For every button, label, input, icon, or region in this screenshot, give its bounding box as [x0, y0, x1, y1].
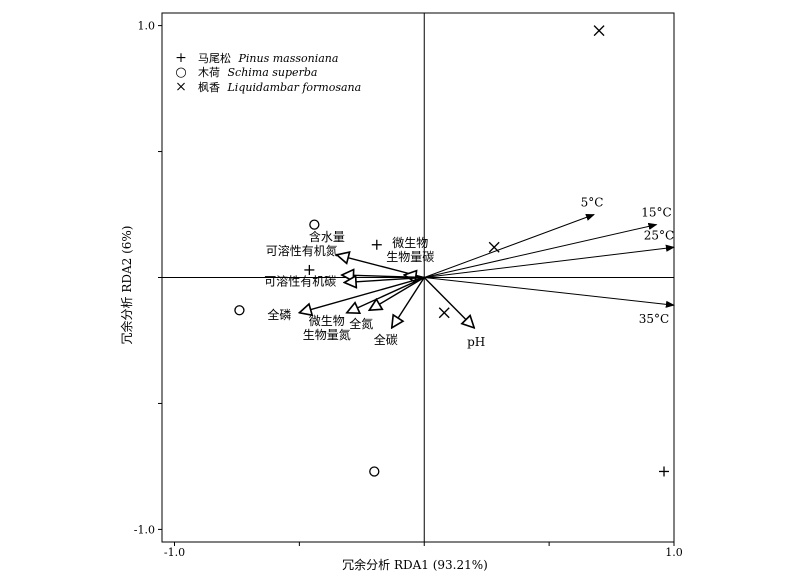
point-liquidambar-formosana [593, 25, 605, 37]
env-arrow [424, 277, 675, 308]
variable-arrow [344, 278, 425, 283]
env-arrow [424, 222, 658, 278]
axes-layer: -1.0 1.0 1.0 -1.0 [134, 13, 683, 559]
point-pinus-massoniana [371, 239, 382, 250]
point-liquidambar-formosana [438, 307, 450, 319]
svg-text:枫香 Liquidambar formosa: 枫香 Liquidambar formosana [198, 80, 361, 94]
variable-arrow-label: 全磷 [267, 307, 291, 322]
x-tick-label: 1.0 [665, 546, 683, 559]
legend-marker-cross-icon: × [175, 79, 187, 95]
legend-label-cn: 枫香 [198, 80, 220, 94]
legend-item-pinus: + 马尾松 Pinus massoniana [175, 50, 338, 66]
variable-arrow [347, 276, 425, 313]
legend-label-cn: 木荷 [198, 66, 220, 79]
legend: + 马尾松 Pinus massoniana ○ 木荷 Schima super… [175, 50, 361, 95]
env-arrow [424, 213, 595, 278]
y-tick-label: -1.0 [134, 523, 155, 536]
variable-arrow-label: pH [467, 335, 485, 349]
legend-item-liquidambar: × 枫香 Liquidambar formosana [175, 79, 361, 95]
variable-arrow-label: 全碳 [374, 332, 398, 347]
variable-arrow-label: 微生物生物量碳 [386, 236, 434, 264]
point-schima-superba [309, 219, 320, 230]
env-arrow-label: 15°C [641, 206, 671, 220]
point-liquidambar-formosana [488, 241, 500, 253]
variable-arrow-label: 含水量 [309, 229, 345, 244]
x-tick-label: -1.0 [164, 546, 185, 559]
variable-arrow-label: 全氮 [349, 316, 373, 331]
svg-text:木荷 Schima superba: 木荷 Schima superba [198, 66, 317, 79]
point-pinus-massoniana [659, 466, 670, 477]
env-arrow-label: 25°C [644, 228, 674, 242]
variable-arrow-label: 可溶性有机氮 [266, 243, 338, 258]
legend-item-schima: ○ 木荷 Schima superba [175, 65, 317, 80]
point-schima-superba [234, 305, 245, 316]
env-arrow-label: 35°C [639, 312, 669, 326]
arrow-layer [299, 213, 675, 328]
variable-arrow [299, 276, 425, 313]
y-tick-label: 1.0 [138, 20, 156, 33]
legend-marker-circle-icon: ○ [175, 65, 186, 80]
legend-label-latin: Pinus massoniana [238, 52, 339, 65]
label-layer: 5°C 15°C 25°C 35°C 含水量 微生物生物量碳 可溶性有机氮可溶性有机碳全磷微… [264, 196, 674, 349]
point-pinus-massoniana [304, 264, 315, 275]
x-axis-title: 冗余分析 RDA1 (93.21%) [342, 557, 488, 572]
variable-arrow-label: 可溶性有机碳 [264, 274, 336, 289]
point-schima-superba [369, 466, 380, 477]
svg-text:马尾松 Pinus massoniana: 马尾松 Pinus massoniana [198, 51, 338, 65]
legend-label-latin: Liquidambar formosana [227, 81, 362, 94]
variable-arrow [392, 277, 425, 328]
variable-arrow [369, 276, 425, 311]
env-arrow [424, 244, 675, 278]
legend-marker-plus-icon: + [175, 50, 187, 66]
legend-label-cn: 马尾松 [198, 51, 231, 65]
env-arrow-label: 5°C [581, 196, 604, 210]
legend-label-latin: Schima superba [228, 66, 318, 79]
variable-arrow [423, 277, 474, 328]
point-layer [234, 25, 670, 477]
variable-arrow-label: 微生物生物量氮 [303, 314, 351, 342]
y-axis-title: 冗余分析 RDA2 (6%) [119, 226, 134, 345]
